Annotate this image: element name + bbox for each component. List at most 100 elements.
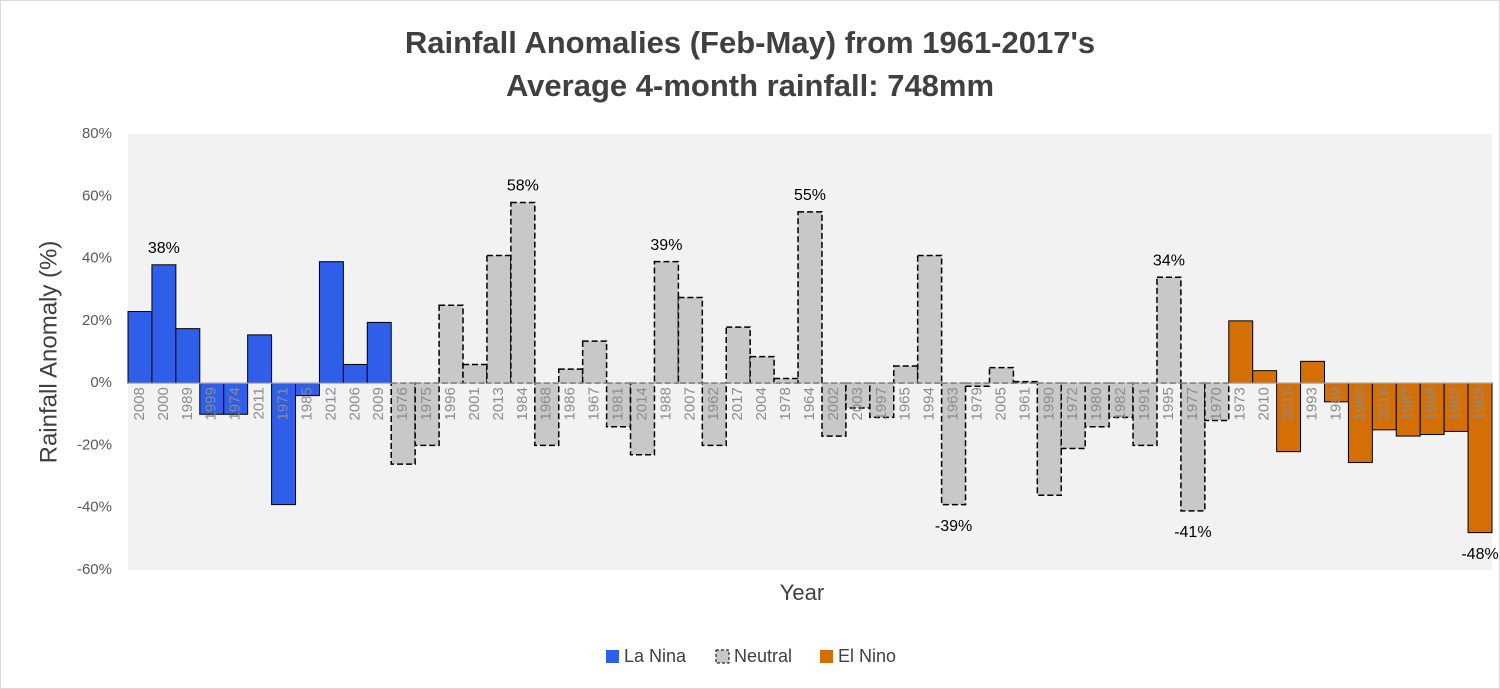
x-tick-label: 2015 <box>1280 387 1297 420</box>
y-tick-label: 60% <box>82 187 112 204</box>
y-tick-label: -20% <box>77 436 112 453</box>
x-tick-label: 2016 <box>1375 387 1392 420</box>
x-tick-label: 2007 <box>681 387 698 420</box>
bar <box>342 363 368 384</box>
x-tick-label: 1965 <box>897 387 914 420</box>
x-tick-label: 2011 <box>251 387 268 419</box>
data-label: -39% <box>935 518 972 535</box>
y-tick-label: 20% <box>82 312 112 329</box>
x-axis-label: Year <box>780 580 824 605</box>
data-label: 39% <box>650 237 682 254</box>
x-tick-label: 1981 <box>610 387 627 420</box>
x-tick-label: 2017 <box>729 387 746 420</box>
x-tick-label: 2000 <box>155 387 172 420</box>
x-tick-label: 2006 <box>346 387 363 420</box>
y-axis-label: Rainfall Anomaly (%) <box>35 241 62 464</box>
x-tick-label: 1978 <box>777 387 794 420</box>
bar <box>749 355 775 384</box>
x-tick-label: 2013 <box>490 387 507 420</box>
x-tick-label: 2014 <box>633 387 650 420</box>
x-tick-label: 1977 <box>1184 387 1201 420</box>
x-tick-label: 1969 <box>1327 387 1344 420</box>
bar <box>557 368 584 384</box>
y-tick-label: -40% <box>77 499 112 516</box>
x-tick-label: 1989 <box>179 387 196 420</box>
x-tick-label: 1979 <box>968 387 985 420</box>
y-tick-label: 40% <box>82 250 112 267</box>
x-tick-label: 1961 <box>1016 387 1033 420</box>
x-tick-label: 1986 <box>562 387 579 420</box>
x-tick-label: 2008 <box>131 387 148 420</box>
bar <box>677 296 704 384</box>
x-tick-label: 2005 <box>992 387 1009 420</box>
legend-swatch <box>715 649 730 664</box>
x-tick-label: 1974 <box>227 387 244 420</box>
data-label: -41% <box>1174 524 1211 541</box>
x-tick-label: 1970 <box>1208 387 1225 420</box>
y-tick-label: -60% <box>77 561 112 578</box>
bar <box>1228 320 1254 384</box>
bar <box>366 321 392 384</box>
legend-swatch <box>820 650 833 663</box>
bar <box>581 340 608 384</box>
x-tick-label: 1962 <box>705 387 722 420</box>
x-tick-label: 1992 <box>1447 387 1464 420</box>
x-tick-label: 2003 <box>849 387 866 420</box>
x-tick-label: 1983 <box>1471 387 1488 420</box>
bar <box>653 260 680 384</box>
x-tick-label: 1987 <box>1399 387 1416 420</box>
x-tick-label: 1966 <box>1351 387 1368 420</box>
x-tick-label: 1964 <box>801 387 818 420</box>
chart-title: Rainfall Anomalies (Feb-May) from 1961-2… <box>405 25 1095 60</box>
legend-label: La Nina <box>624 646 687 666</box>
data-label: 38% <box>148 240 180 257</box>
x-tick-label: 1993 <box>1303 387 1320 420</box>
x-tick-label: 1997 <box>873 387 890 420</box>
bar <box>1156 276 1182 384</box>
x-tick-label: 1984 <box>514 387 531 420</box>
legend-swatch <box>606 650 619 663</box>
bar <box>725 326 751 384</box>
x-tick-label: 1982 <box>1112 387 1129 420</box>
data-label: 55% <box>794 187 826 204</box>
x-tick-label: 2009 <box>370 387 387 420</box>
x-tick-label: 1975 <box>418 387 435 420</box>
bar <box>127 311 153 384</box>
chart-subtitle: Average 4-month rainfall: 748mm <box>506 68 994 103</box>
x-tick-label: 1980 <box>1088 387 1105 420</box>
x-tick-label: 2010 <box>1256 387 1273 420</box>
bar <box>486 254 512 384</box>
data-label: -48% <box>1461 546 1498 563</box>
x-tick-label: 1991 <box>1136 387 1153 420</box>
bar <box>773 377 799 384</box>
bar <box>510 201 536 384</box>
bar <box>988 366 1015 384</box>
bar <box>893 365 919 384</box>
x-tick-label: 1996 <box>442 387 459 420</box>
bar <box>1252 370 1278 384</box>
y-tick-label: 0% <box>90 374 112 391</box>
y-tick-label: 80% <box>82 125 112 142</box>
x-tick-label: 2002 <box>825 387 842 420</box>
x-tick-label: 2001 <box>466 387 483 420</box>
x-tick-label: 1985 <box>298 387 315 420</box>
bar <box>151 264 177 384</box>
x-tick-label: 1990 <box>1040 387 1057 420</box>
x-tick-label: 1994 <box>921 387 938 420</box>
bar <box>438 304 464 384</box>
x-tick-label: 1968 <box>538 387 555 420</box>
x-tick-label: 1976 <box>394 387 411 420</box>
bar <box>916 254 943 384</box>
data-label: 34% <box>1153 252 1185 269</box>
legend-label: El Nino <box>838 646 896 666</box>
x-tick-label: 1971 <box>275 387 292 420</box>
x-tick-label: 1999 <box>203 387 220 420</box>
bar <box>797 211 823 384</box>
x-tick-label: 1972 <box>1064 387 1081 420</box>
data-label: 58% <box>507 178 539 195</box>
bar <box>175 328 201 384</box>
x-tick-label: 1963 <box>945 387 962 420</box>
x-tick-label: 1995 <box>1160 387 1177 420</box>
x-tick-label: 2012 <box>322 387 339 420</box>
